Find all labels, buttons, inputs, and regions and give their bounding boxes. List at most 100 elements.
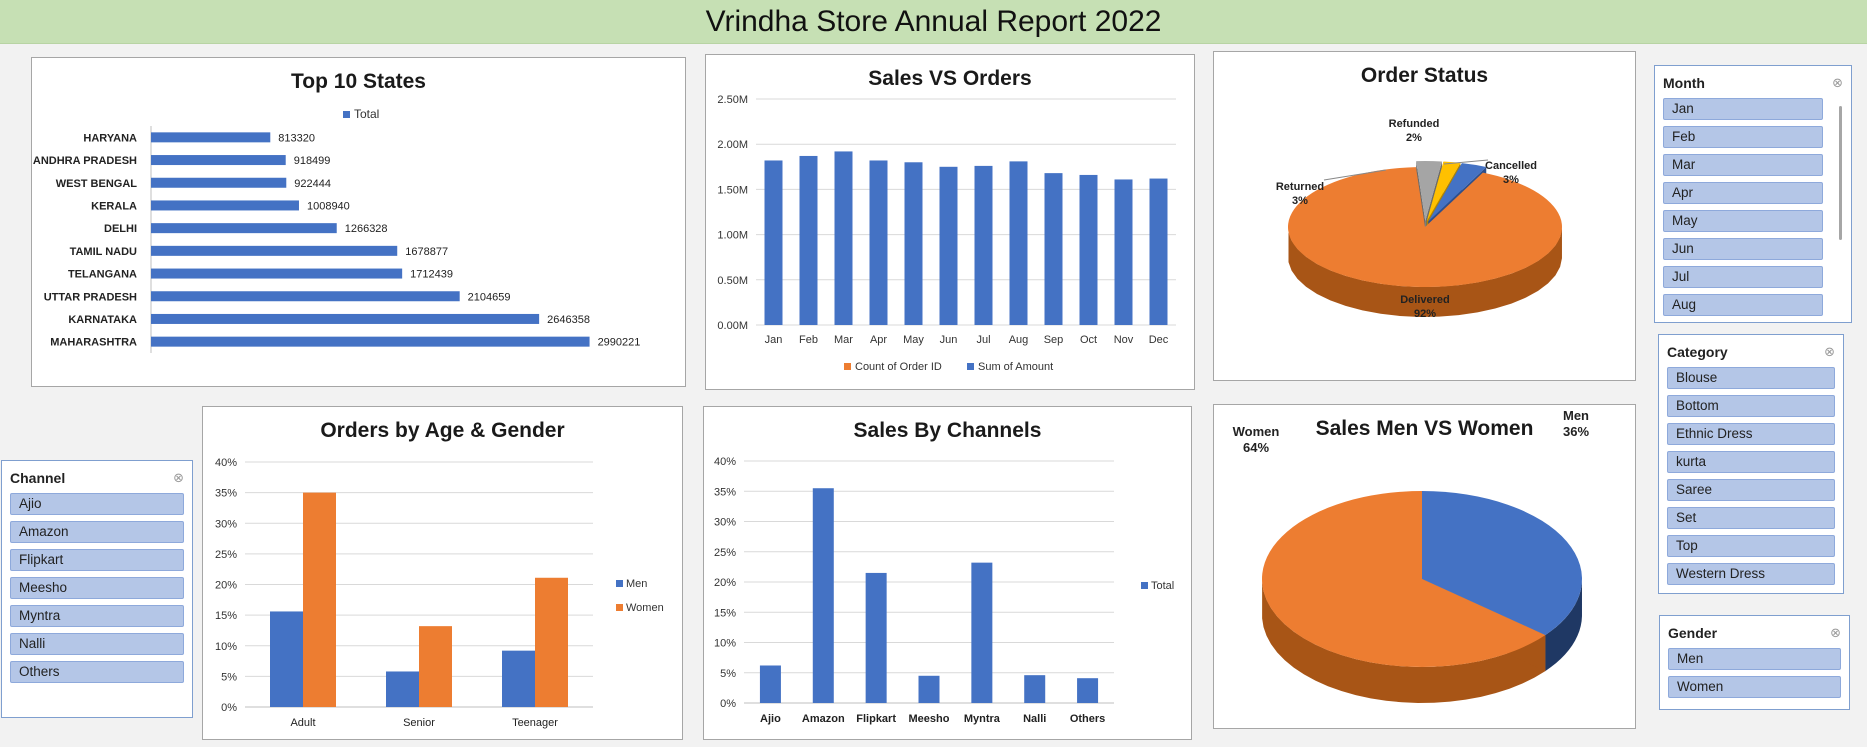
slicer-item[interactable]: Jul bbox=[1663, 266, 1823, 288]
y-tick-label: 30% bbox=[215, 518, 237, 530]
bar bbox=[151, 132, 271, 143]
x-tick-label: Jun bbox=[940, 334, 958, 346]
slicer-item[interactable]: Nalli bbox=[10, 633, 184, 655]
x-tick-label: Jan bbox=[765, 334, 783, 346]
slicer-item[interactable]: kurta bbox=[1667, 451, 1835, 473]
bar bbox=[151, 268, 403, 279]
bar bbox=[759, 665, 781, 703]
bar bbox=[151, 200, 299, 211]
chart-title: Orders by Age & Gender bbox=[320, 419, 565, 442]
slice-label: Cancelled bbox=[1485, 160, 1537, 172]
legend-label: Women bbox=[626, 602, 664, 614]
bar bbox=[502, 650, 535, 707]
y-tick-label: 40% bbox=[215, 457, 237, 469]
x-tick-label: Jul bbox=[976, 334, 990, 346]
slicer-item[interactable]: Saree bbox=[1667, 479, 1835, 501]
slicer-item[interactable]: Top bbox=[1667, 535, 1835, 557]
y-tick-label: 25% bbox=[714, 547, 736, 559]
slicer-item[interactable]: Jan bbox=[1663, 98, 1823, 120]
clear-filter-icon[interactable]: ⊗ bbox=[173, 470, 184, 485]
bar bbox=[1024, 675, 1046, 703]
pie-slice bbox=[1288, 167, 1562, 288]
y-tick-label: 20% bbox=[215, 580, 237, 592]
bar bbox=[303, 492, 336, 707]
slicer-item[interactable]: Feb bbox=[1663, 126, 1823, 148]
y-tick-label: 2.50M bbox=[717, 94, 748, 106]
bar bbox=[974, 165, 993, 325]
slice-value: 92% bbox=[1414, 308, 1436, 320]
category-label: ANDHRA PRADESH bbox=[33, 155, 137, 167]
slicer-item[interactable]: Aug bbox=[1663, 294, 1823, 316]
x-tick-label: Amazon bbox=[802, 713, 845, 725]
sales-by-channels-chart: Sales By Channels 0% 5% 10% 15% 20% 25% 30% 35%… bbox=[703, 406, 1192, 740]
slicer-item[interactable]: Western Dress bbox=[1667, 563, 1835, 585]
y-tick-label: 35% bbox=[714, 486, 736, 498]
channel-slicer[interactable]: Channel ⊗ Ajio Amazon Flipkart Meesho Myntra N… bbox=[1, 460, 193, 718]
scrollbar[interactable] bbox=[1837, 106, 1843, 312]
bar bbox=[151, 177, 287, 188]
clear-filter-icon[interactable]: ⊗ bbox=[1830, 625, 1841, 640]
slicer-item[interactable]: Amazon bbox=[10, 521, 184, 543]
x-tick-label: Sep bbox=[1044, 334, 1064, 346]
legend-swatch bbox=[844, 363, 851, 370]
bar bbox=[971, 562, 993, 703]
data-label: 1008940 bbox=[307, 200, 350, 212]
month-slicer[interactable]: Month ⊗ Jan Feb Mar Apr May Jun Jul Aug bbox=[1654, 65, 1852, 323]
category-slicer[interactable]: Category ⊗ Blouse Bottom Ethnic Dress kurta S… bbox=[1658, 334, 1844, 594]
slicer-item[interactable]: Ethnic Dress bbox=[1667, 423, 1835, 445]
legend-swatch bbox=[616, 604, 623, 611]
slicer-item[interactable]: Blouse bbox=[1667, 367, 1835, 389]
slicer-item[interactable]: Bottom bbox=[1667, 395, 1835, 417]
bar bbox=[419, 626, 452, 707]
bar bbox=[151, 313, 540, 324]
x-tick-label: Senior bbox=[403, 717, 435, 729]
y-tick-label: 10% bbox=[215, 641, 237, 653]
status-plot: Delivered 92% Returned 3% Refunded 2% Cancelle… bbox=[1276, 118, 1562, 320]
y-tick-label: 0% bbox=[221, 702, 237, 714]
slicer-item[interactable]: Men bbox=[1668, 648, 1841, 670]
clear-filter-icon[interactable]: ⊗ bbox=[1824, 344, 1835, 359]
slicer-item[interactable]: Others bbox=[10, 661, 184, 683]
slice-value: 3% bbox=[1292, 195, 1308, 207]
slicer-item[interactable]: May bbox=[1663, 210, 1823, 232]
data-label: 1712439 bbox=[410, 269, 453, 281]
slicer-item[interactable]: Myntra bbox=[10, 605, 184, 627]
category-label: DELHI bbox=[104, 223, 137, 235]
slicer-item[interactable]: Mar bbox=[1663, 154, 1823, 176]
slicer-item[interactable]: Ajio bbox=[10, 493, 184, 515]
slicer-item[interactable]: Meesho bbox=[10, 577, 184, 599]
slicer-item[interactable]: Jun bbox=[1663, 238, 1823, 260]
data-label: 2990221 bbox=[598, 337, 641, 349]
scroll-thumb[interactable] bbox=[1839, 106, 1842, 240]
sales-plot: 0.00M 0.50M 1.00M 1.50M 2.00M 2.50M Jan Feb Mar A… bbox=[717, 94, 1176, 373]
data-label: 918499 bbox=[294, 155, 331, 167]
channels-plot: 0% 5% 10% 15% 20% 25% 30% 35% 40% Ajio Amazon Flipk… bbox=[714, 456, 1174, 725]
legend-label: Total bbox=[1151, 580, 1174, 592]
data-label: 813320 bbox=[278, 132, 315, 144]
chart-title: Sales Men VS Women bbox=[1315, 417, 1534, 440]
y-tick-label: 1.00M bbox=[717, 230, 748, 242]
slice-value: 64% bbox=[1243, 440, 1269, 455]
category-label: WEST BENGAL bbox=[56, 178, 138, 190]
data-label: 1678877 bbox=[405, 246, 448, 258]
bar bbox=[1009, 161, 1028, 325]
slicer-item[interactable]: Set bbox=[1667, 507, 1835, 529]
category-label: HARYANA bbox=[83, 132, 137, 144]
chart-title: Order Status bbox=[1360, 64, 1489, 87]
pie-slice bbox=[1262, 491, 1546, 667]
gender-slicer[interactable]: Gender ⊗ Men Women bbox=[1659, 615, 1850, 710]
chart-title: Top 10 States bbox=[291, 70, 426, 93]
bar bbox=[1149, 178, 1168, 325]
y-tick-label: 1.50M bbox=[717, 184, 748, 196]
slicer-item[interactable]: Women bbox=[1668, 676, 1841, 698]
category-label: UTTAR PRADESH bbox=[44, 291, 137, 303]
bar bbox=[918, 675, 940, 703]
x-tick-label: Aug bbox=[1009, 334, 1029, 346]
slicer-item[interactable]: Flipkart bbox=[10, 549, 184, 571]
clear-filter-icon[interactable]: ⊗ bbox=[1832, 75, 1843, 90]
slicer-item[interactable]: Apr bbox=[1663, 182, 1823, 204]
legend-swatch bbox=[616, 580, 623, 587]
dashboard-title: Vrindha Store Annual Report 2022 bbox=[0, 0, 1867, 44]
y-tick-label: 25% bbox=[215, 549, 237, 561]
x-tick-label: Nov bbox=[1114, 334, 1134, 346]
